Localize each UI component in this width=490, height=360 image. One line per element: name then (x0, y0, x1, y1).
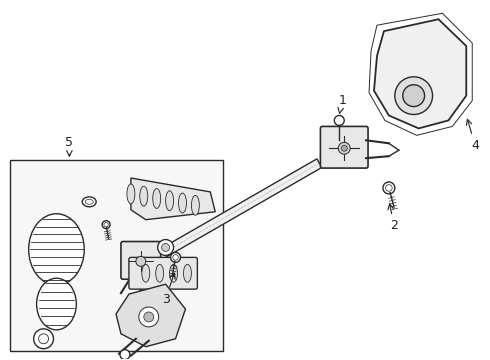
Circle shape (162, 243, 170, 251)
Circle shape (102, 221, 110, 229)
Polygon shape (131, 178, 215, 220)
Ellipse shape (170, 264, 177, 282)
Ellipse shape (142, 264, 150, 282)
Ellipse shape (37, 278, 76, 330)
Ellipse shape (153, 189, 161, 208)
Polygon shape (116, 284, 185, 347)
Circle shape (34, 329, 53, 349)
Circle shape (383, 182, 395, 194)
Text: 4: 4 (466, 120, 479, 152)
Circle shape (341, 145, 347, 151)
Ellipse shape (85, 199, 93, 204)
FancyBboxPatch shape (320, 126, 368, 168)
Ellipse shape (156, 264, 164, 282)
Text: 5: 5 (65, 136, 74, 156)
Text: 1: 1 (338, 94, 346, 113)
Circle shape (120, 350, 130, 360)
Circle shape (334, 116, 344, 125)
Ellipse shape (192, 195, 199, 215)
Ellipse shape (82, 197, 96, 207)
Bar (10, 160, 223, 351)
Ellipse shape (403, 85, 425, 107)
Circle shape (139, 307, 159, 327)
Ellipse shape (127, 184, 135, 204)
FancyBboxPatch shape (129, 257, 197, 289)
Ellipse shape (395, 77, 433, 114)
Text: 3: 3 (162, 273, 175, 306)
Ellipse shape (166, 191, 173, 211)
Polygon shape (374, 19, 466, 129)
Ellipse shape (140, 186, 148, 206)
Circle shape (158, 239, 173, 255)
Ellipse shape (178, 193, 187, 213)
Ellipse shape (183, 264, 192, 282)
Circle shape (144, 312, 154, 322)
Text: 2: 2 (388, 204, 398, 232)
FancyBboxPatch shape (121, 242, 161, 279)
Circle shape (338, 142, 350, 154)
Polygon shape (147, 159, 322, 266)
Circle shape (171, 252, 180, 262)
Circle shape (39, 334, 49, 344)
Ellipse shape (29, 214, 84, 285)
Circle shape (136, 256, 146, 266)
